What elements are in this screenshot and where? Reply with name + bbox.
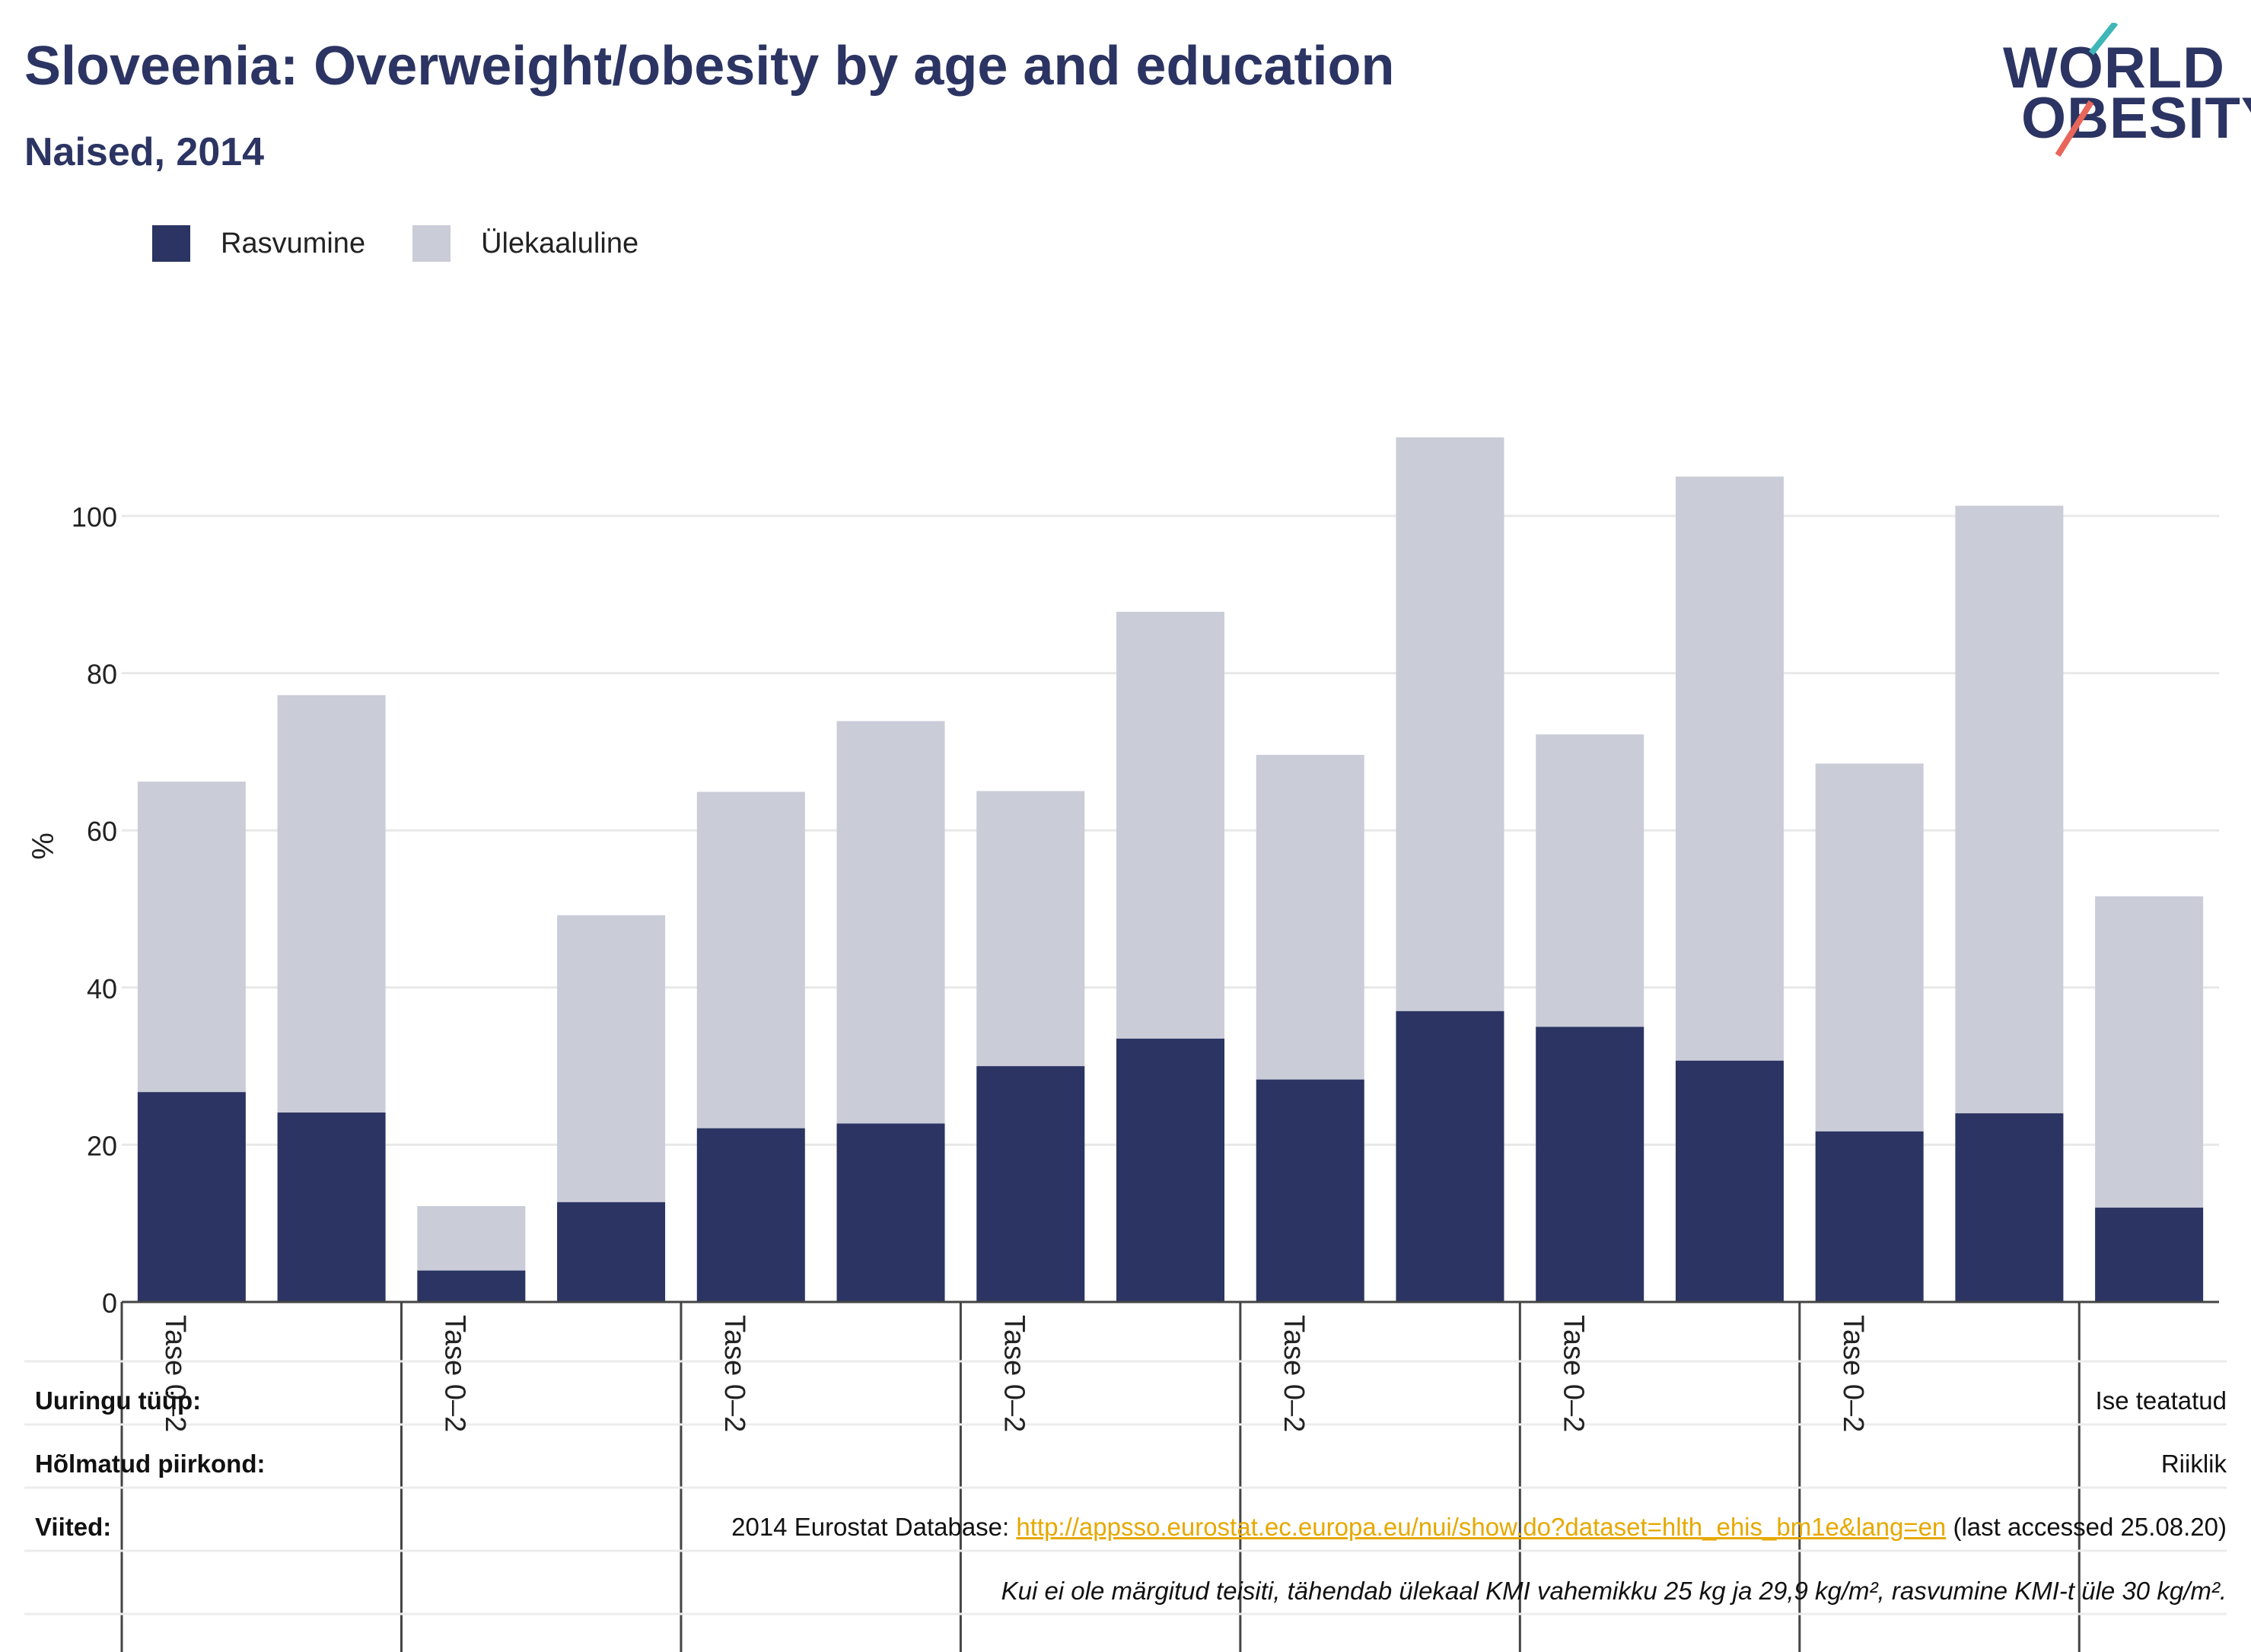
bar-ulekaaluline[interactable] xyxy=(1675,476,1784,1061)
chart-legend: Rasvumine Ülekaaluline xyxy=(152,225,686,262)
logo-line-2: OBESITY xyxy=(2021,86,2251,151)
bar-rasvumine[interactable] xyxy=(557,1202,666,1302)
world-obesity-logo: WORLD OBESITY xyxy=(1994,23,2251,160)
y-tick-label: 0 xyxy=(102,1288,117,1319)
legend-item-ulekaaluline[interactable]: Ülekaaluline xyxy=(412,225,638,262)
x-group-label: Tase 0–2 xyxy=(1278,1315,1310,1432)
bar-ulekaaluline[interactable] xyxy=(1396,437,1504,1011)
bar-rasvumine[interactable] xyxy=(2095,1208,2204,1302)
legend-label-ulekaaluline: Ülekaaluline xyxy=(481,227,639,259)
chart-title: Sloveenia: Overweight/obesity by age and… xyxy=(24,36,1395,97)
x-group-label: Tase 0–2 xyxy=(718,1315,750,1432)
y-tick-label: 80 xyxy=(87,659,117,690)
bar-ulekaaluline[interactable] xyxy=(1815,763,1924,1132)
bar-rasvumine[interactable] xyxy=(1536,1027,1644,1302)
y-tick-label: 60 xyxy=(87,816,117,847)
y-tick-label: 100 xyxy=(72,501,117,533)
y-tick-label: 40 xyxy=(87,973,117,1004)
bar-ulekaaluline[interactable] xyxy=(277,695,386,1113)
bar-rasvumine[interactable] xyxy=(1256,1079,1364,1302)
bar-rasvumine[interactable] xyxy=(1116,1038,1224,1302)
bar-ulekaaluline[interactable] xyxy=(137,781,246,1093)
x-group-label: Tase 0–2 xyxy=(998,1315,1030,1432)
bar-ulekaaluline[interactable] xyxy=(976,791,1085,1067)
references-link[interactable]: http://appsso.eurostat.ec.europa.eu/nui/… xyxy=(1016,1513,1947,1541)
bar-rasvumine[interactable] xyxy=(417,1270,526,1302)
bar-ulekaaluline[interactable] xyxy=(1116,612,1224,1039)
x-group-label: Tase 0–2 xyxy=(159,1315,191,1432)
bar-rasvumine[interactable] xyxy=(836,1123,945,1302)
bar-rasvumine[interactable] xyxy=(1675,1060,1784,1302)
logo-line-1: WORLD xyxy=(2003,36,2226,100)
bar-rasvumine[interactable] xyxy=(976,1066,1085,1302)
references-value: 2014 Eurostat Database: http://appsso.eu… xyxy=(731,1513,2227,1542)
definition-note: Kui ei ole märgitud teisiti, tähendab ül… xyxy=(1001,1577,2227,1605)
survey-type-value: Ise teatatud xyxy=(2095,1386,2227,1415)
bar-ulekaaluline[interactable] xyxy=(836,721,945,1124)
survey-type-label: Uuringu tüüp: xyxy=(35,1386,202,1415)
bar-rasvumine[interactable] xyxy=(696,1128,805,1302)
y-tick-label: 20 xyxy=(87,1130,117,1161)
x-group-label: Tase 0–2 xyxy=(1837,1315,1869,1432)
bar-rasvumine[interactable] xyxy=(1815,1131,1924,1302)
bar-rasvumine[interactable] xyxy=(1396,1011,1504,1302)
chart-subtitle: Naised, 2014 xyxy=(24,130,265,174)
logo-slash-icon xyxy=(2055,23,2119,158)
bar-ulekaaluline[interactable] xyxy=(1955,505,2064,1114)
references-label: Viited: xyxy=(35,1513,112,1541)
legend-label-rasvumine: Rasvumine xyxy=(221,227,366,259)
legend-swatch-ulekaaluline xyxy=(412,225,451,262)
y-axis-label: % xyxy=(27,832,60,860)
region-label: Hõlmatud piirkond: xyxy=(35,1450,266,1478)
region-value: Riiklik xyxy=(2160,1450,2227,1478)
bar-ulekaaluline[interactable] xyxy=(1536,734,1644,1027)
bar-ulekaaluline[interactable] xyxy=(2095,896,2204,1208)
references-prefix: 2014 Eurostat Database: xyxy=(731,1513,1017,1541)
legend-swatch-rasvumine xyxy=(152,225,190,262)
bar-ulekaaluline[interactable] xyxy=(1256,755,1364,1080)
x-group-label: Tase 0–2 xyxy=(438,1315,470,1432)
references-suffix: (last accessed 25.08.20) xyxy=(1946,1513,2227,1541)
bar-rasvumine[interactable] xyxy=(277,1112,386,1302)
bar-ulekaaluline[interactable] xyxy=(696,791,805,1128)
bar-ulekaaluline[interactable] xyxy=(557,915,666,1202)
legend-item-rasvumine[interactable]: Rasvumine xyxy=(152,225,365,262)
bar-ulekaaluline[interactable] xyxy=(417,1205,526,1271)
bar-rasvumine[interactable] xyxy=(137,1092,246,1302)
x-group-label: Tase 0–2 xyxy=(1557,1315,1589,1432)
bar-rasvumine[interactable] xyxy=(1955,1113,2064,1302)
